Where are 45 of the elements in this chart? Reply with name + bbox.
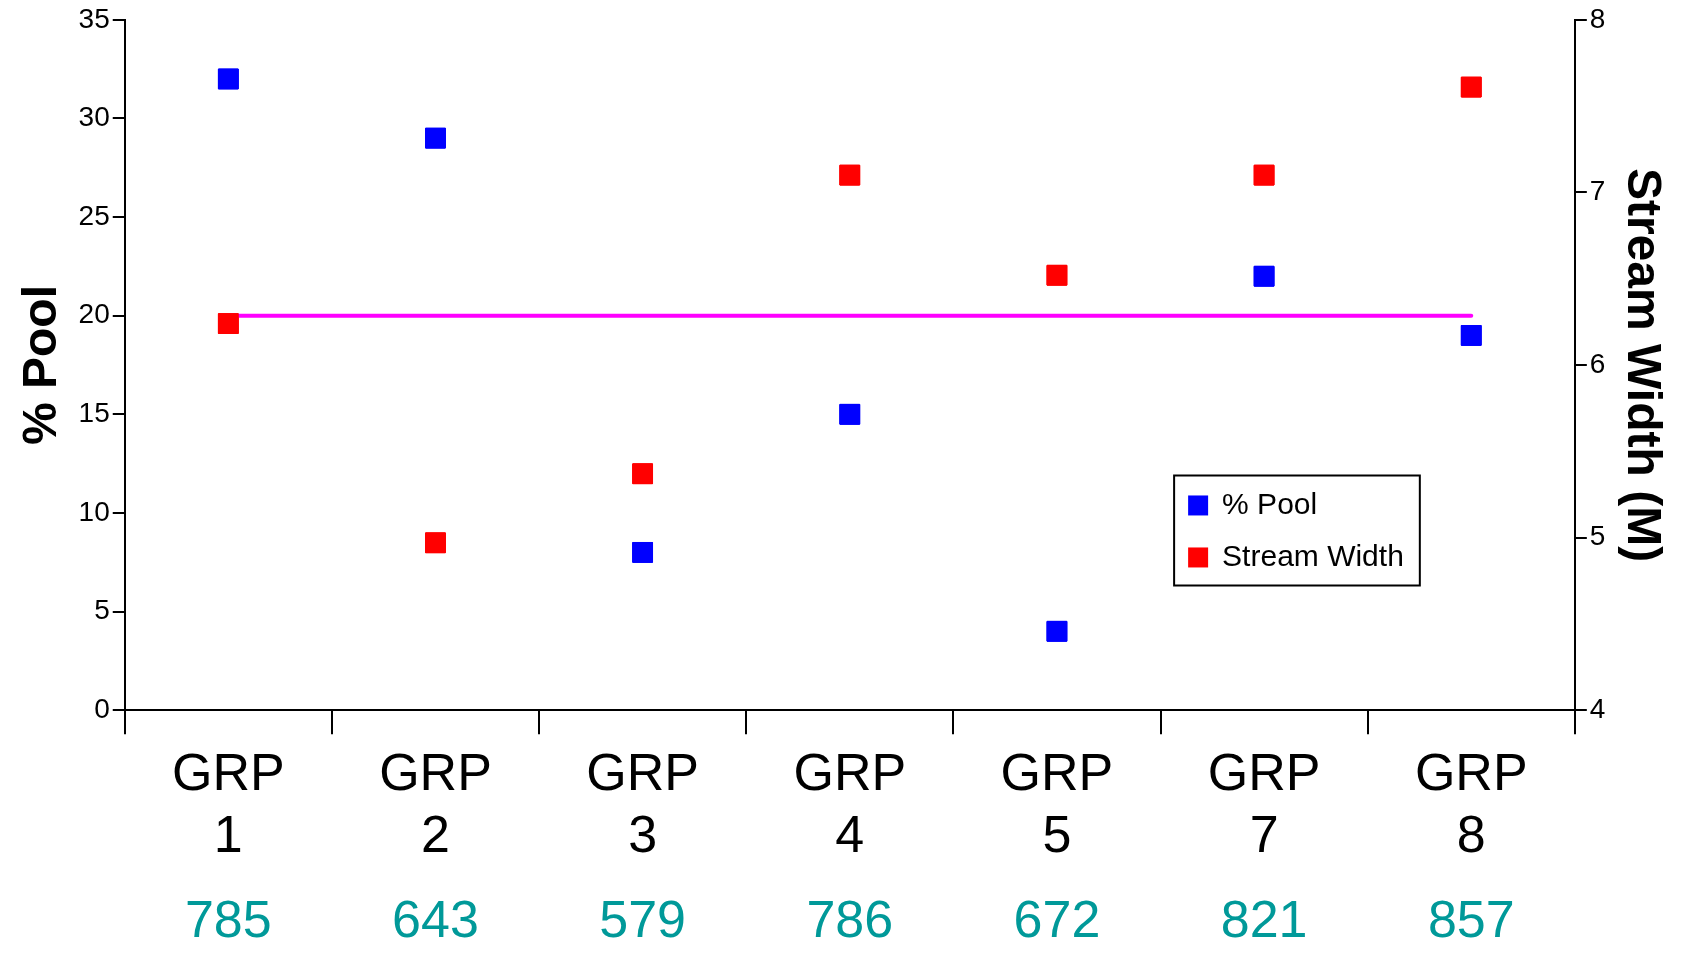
y2-tick-label: 4 [1589, 692, 1606, 724]
text: 672 [1013, 889, 1101, 948]
point [425, 532, 446, 554]
x-tick-label: GRP 5 [1000, 742, 1114, 864]
legend-label: % Pool [1222, 486, 1318, 520]
y-tick-label: 20 [78, 298, 110, 330]
text: 821 [1220, 889, 1308, 948]
y-tick-label: 35 [78, 2, 110, 34]
y2-axis-title: Stream Width (M) [1617, 167, 1671, 563]
x-tick-label: GRP 4 [793, 742, 907, 864]
y-tick-label: 0 [94, 692, 110, 724]
text: 579 [599, 889, 687, 948]
point [632, 542, 654, 563]
y2-tick-label: 6 [1589, 347, 1606, 379]
y-tick-label: 25 [78, 199, 110, 231]
y-axis-title: % Pool [13, 284, 67, 446]
y-tick-label: 10 [78, 495, 110, 527]
point [1046, 620, 1068, 642]
point [632, 463, 654, 485]
legend-label: Stream Width [1222, 538, 1404, 572]
x-tick-label: GRP 2 [379, 742, 492, 864]
y-tick-label: 5 [94, 594, 110, 626]
y2-tick-label: 7 [1589, 175, 1606, 207]
text: 643 [392, 889, 479, 948]
point [1253, 265, 1275, 287]
y2-tick-label: 8 [1589, 2, 1606, 34]
y-tick-label: 15 [78, 397, 110, 429]
point [425, 127, 446, 149]
point [839, 403, 861, 425]
point [1460, 325, 1482, 346]
point [217, 313, 239, 334]
point [1460, 76, 1482, 98]
x-tick-label: GRP 7 [1207, 742, 1321, 864]
y2-tick-label: 5 [1589, 520, 1606, 552]
x-tick-label: GRP 3 [586, 742, 699, 864]
point [1046, 264, 1068, 286]
text: 786 [806, 889, 894, 948]
x-tick-label: GRP 1 [171, 742, 285, 864]
point [1253, 164, 1275, 186]
x-tick-label: GRP 8 [1414, 742, 1528, 864]
y-tick-label: 30 [78, 101, 110, 133]
point [839, 164, 861, 186]
text: 785 [184, 889, 272, 948]
text: 857 [1427, 889, 1515, 948]
point [217, 68, 239, 90]
